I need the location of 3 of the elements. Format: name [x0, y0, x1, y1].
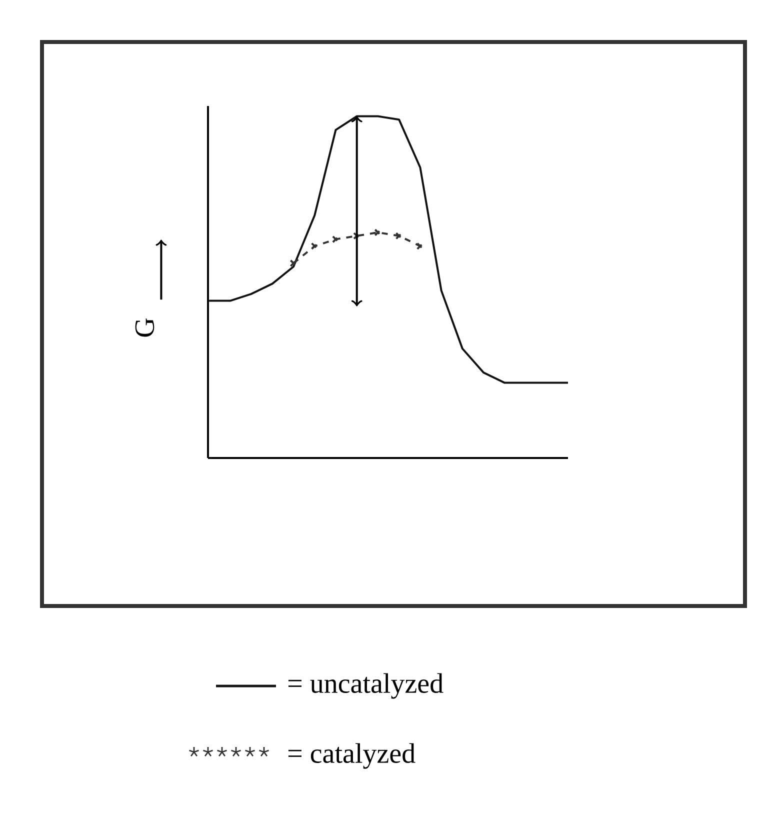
legend-label: = catalyzed [288, 743, 416, 769]
y-axis-title: G [135, 318, 154, 337]
legend-label: = uncatalyzed [288, 673, 444, 699]
